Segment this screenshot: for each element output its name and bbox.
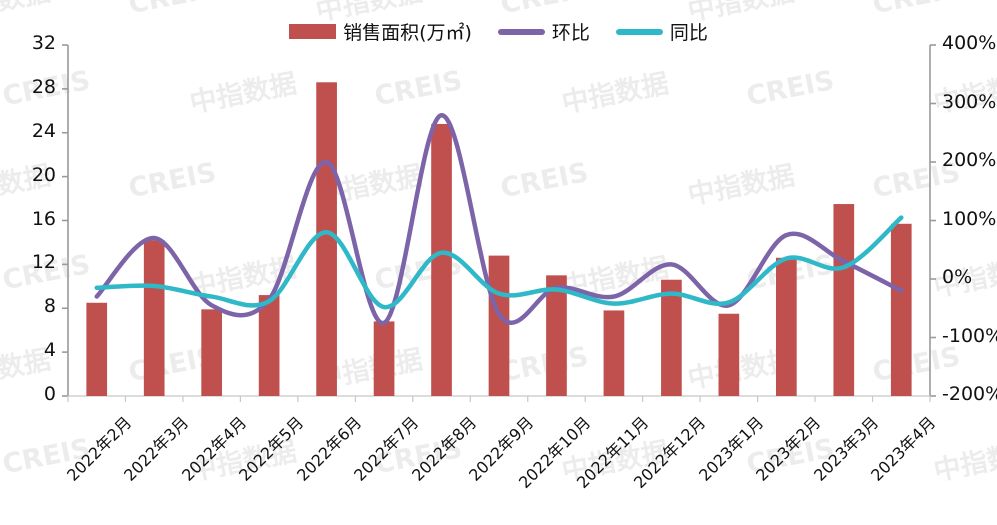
bar-2023年4月 — [890, 223, 912, 396]
legend-item-mom[interactable]: 环比 — [497, 18, 590, 45]
y-axis-right-label: 200% — [942, 149, 997, 171]
bar-2022年6月 — [316, 82, 337, 396]
y-axis-left-label: 28 — [31, 75, 56, 98]
bar-2022年7月 — [373, 321, 395, 396]
line-series-yoy — [94, 215, 904, 310]
y-axis-left-label: 4 — [43, 339, 56, 362]
y-axis-left-label: 16 — [31, 207, 56, 230]
legend-swatch-line-icon-mom — [497, 28, 545, 35]
y-axis-right-label: 0% — [942, 266, 973, 288]
y-axis-left-label: 24 — [31, 119, 56, 142]
y-axis-left-label: 12 — [31, 251, 56, 274]
legend-label-mom: 环比 — [551, 22, 590, 44]
y-axis-left-label: 8 — [43, 295, 56, 318]
bar-2022年4月 — [201, 309, 223, 396]
chart-legend: 销售面积(万㎡) 环比 同比 — [0, 18, 997, 45]
legend-swatch-bar-icon — [289, 24, 337, 39]
bar-2023年2月 — [775, 257, 797, 396]
y-axis-right-label: -100% — [942, 324, 997, 347]
bar-2022年11月 — [603, 310, 625, 396]
legend-label-sales-area: 销售面积(万㎡) — [343, 22, 472, 44]
bar-2023年3月 — [833, 204, 855, 396]
bar-2022年5月 — [258, 295, 280, 396]
y-axis-right-label: -200% — [942, 383, 997, 405]
y-axis-left-label: 32 — [31, 32, 56, 54]
bar-2022年2月 — [86, 302, 108, 396]
legend-item-sales-area[interactable]: 销售面积(万㎡) — [289, 18, 472, 45]
y-axis-right-label: 100% — [942, 207, 997, 230]
legend-label-yoy: 同比 — [669, 22, 708, 44]
legend-swatch-line-icon-yoy — [615, 28, 663, 35]
bar-2023年1月 — [718, 313, 740, 396]
bar-2022年8月 — [431, 123, 452, 396]
y-axis-right-label: 400% — [942, 32, 997, 54]
bar-2022年12月 — [661, 279, 682, 396]
y-axis-left-label: 0 — [43, 383, 56, 405]
legend-item-yoy[interactable]: 同比 — [615, 18, 708, 45]
y-axis-right-label: 300% — [942, 90, 997, 113]
y-axis-left-label: 20 — [31, 163, 56, 186]
bar-2022年10月 — [546, 275, 567, 396]
bar-2022年3月 — [143, 240, 165, 396]
bar-2022年9月 — [488, 255, 510, 396]
